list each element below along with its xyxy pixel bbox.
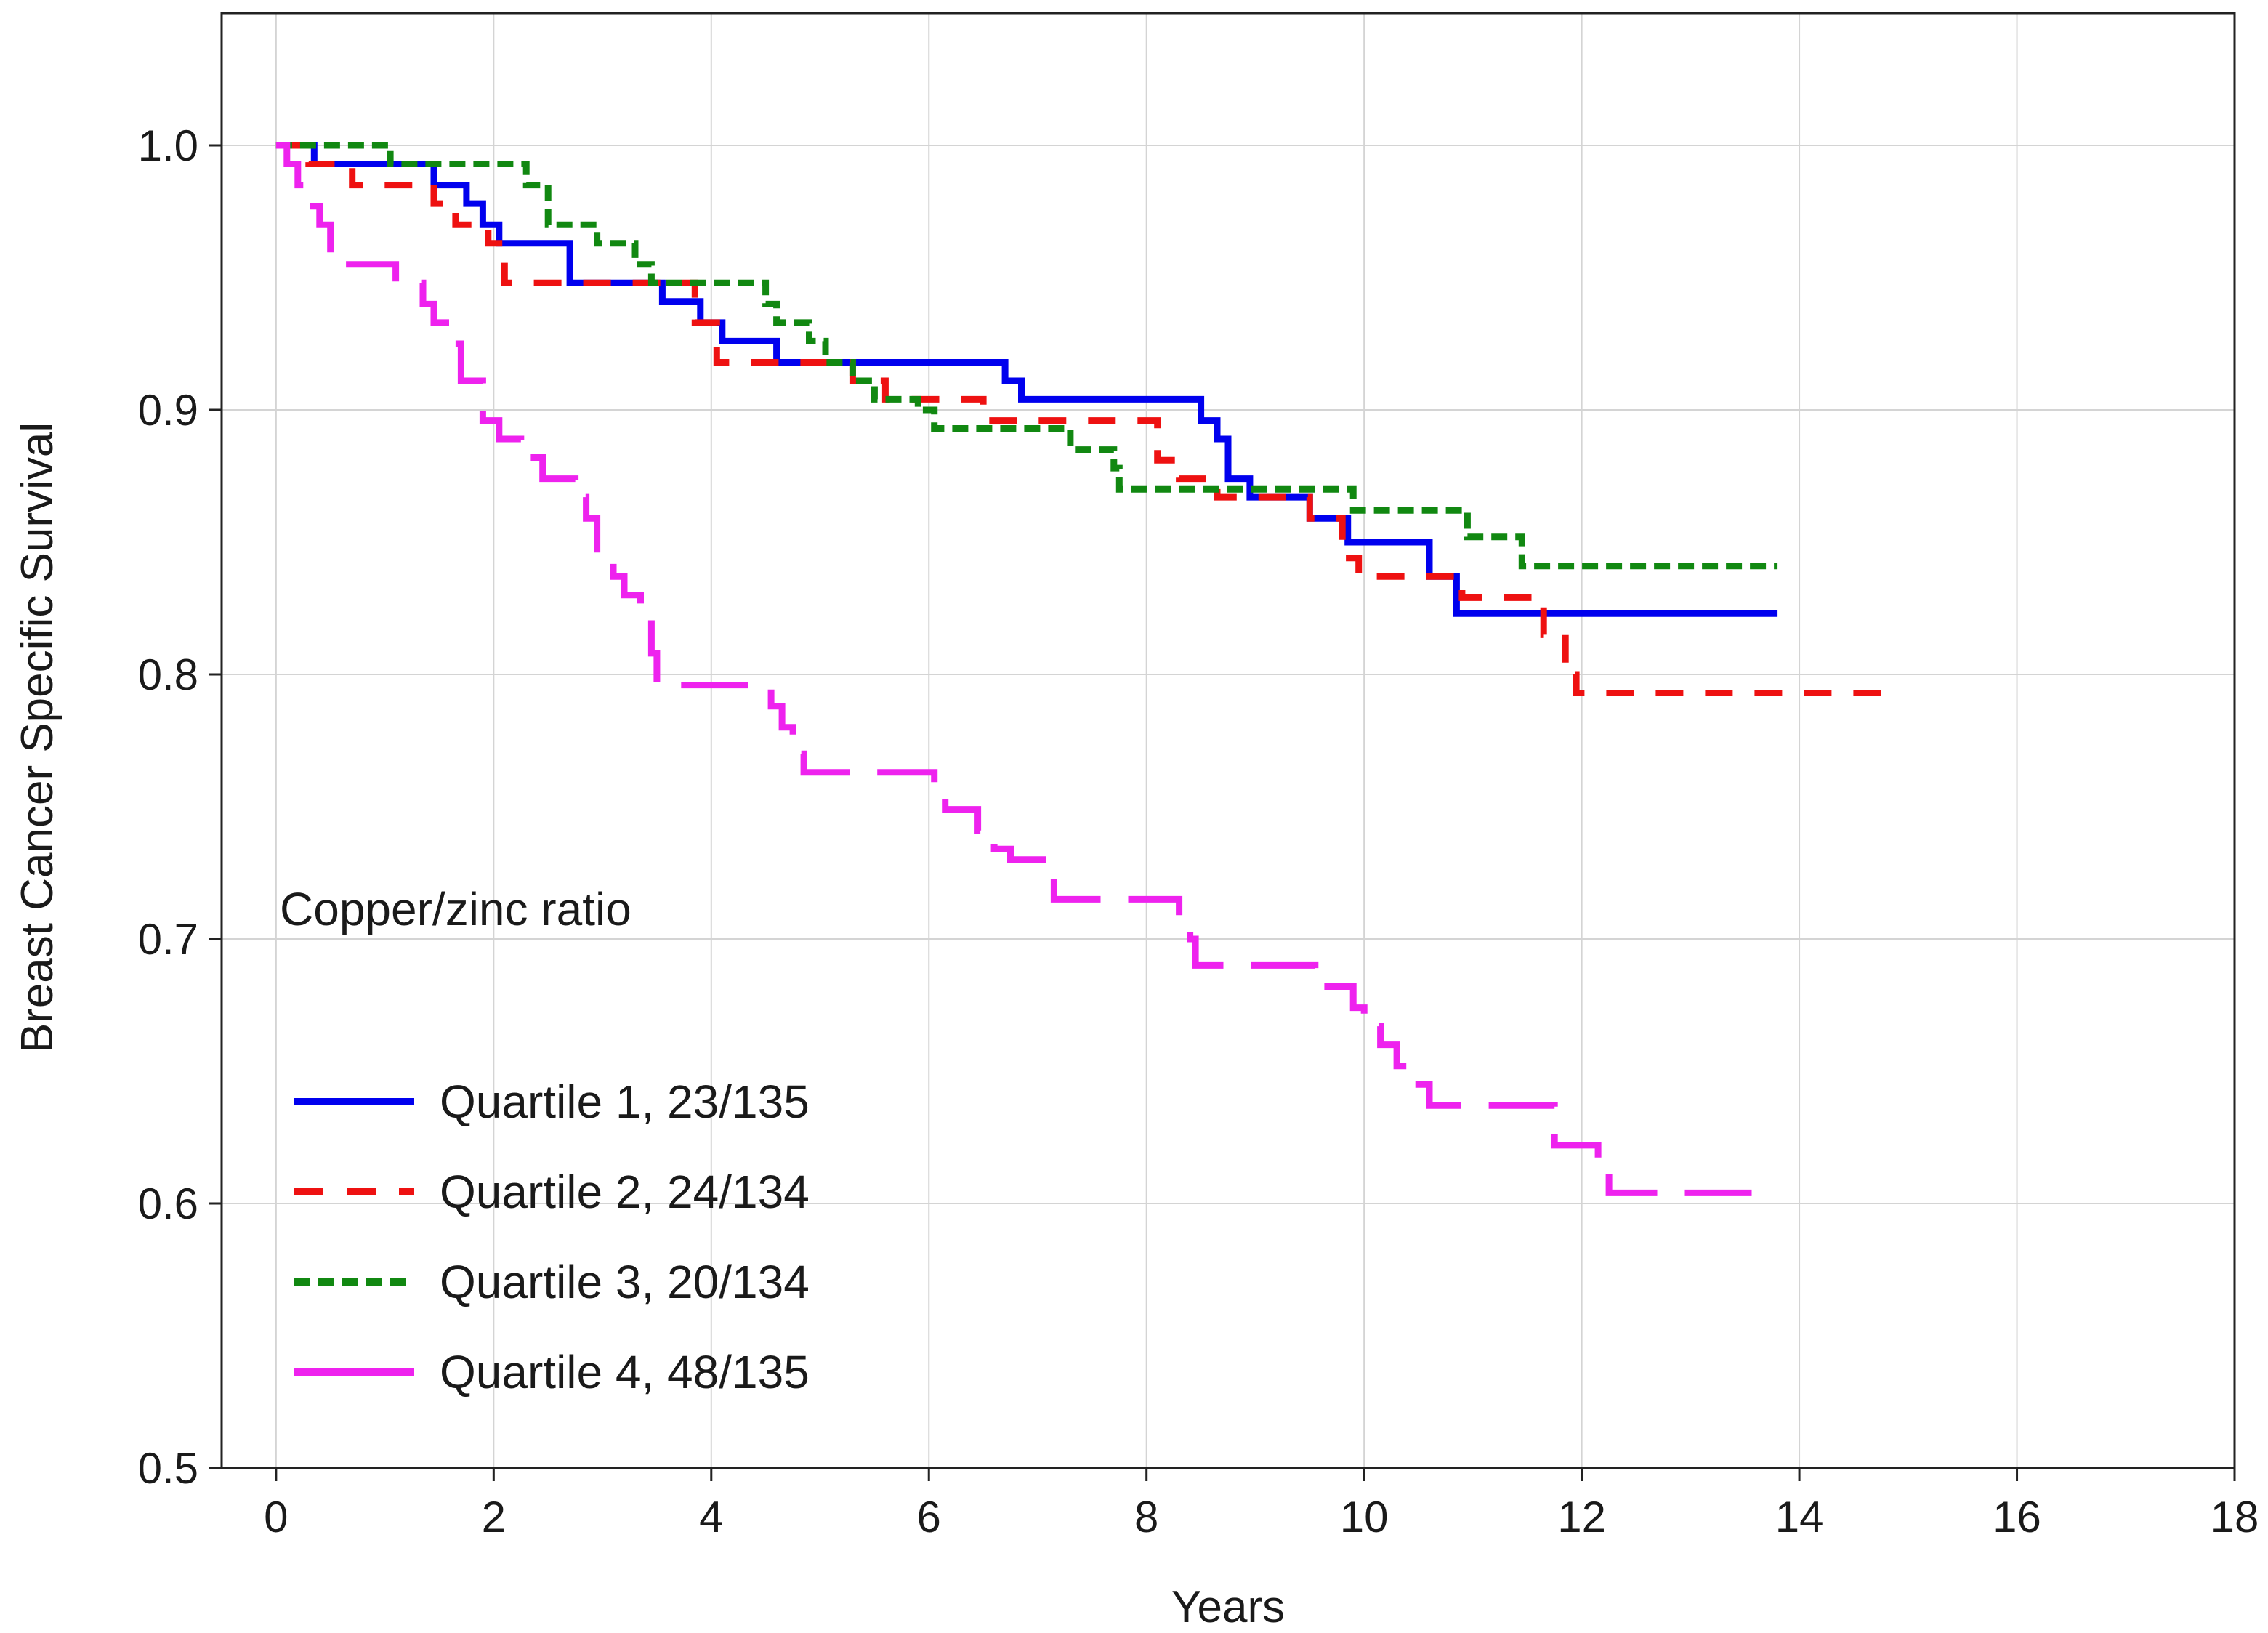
series-line-quartile-2 (275, 142, 1897, 696)
survival-curves (275, 142, 1897, 1196)
y-tick-label: 0.9 (138, 386, 198, 435)
y-tick-label: 1.0 (138, 121, 198, 170)
axis-ticks: 0 2 4 6 8 10 12 14 16 18 0.5 0.6 0.7 0.8 0.9 1.0 (138, 121, 2259, 1541)
legend-label-quartile-1: Quartile 1, 23/135 (440, 1076, 810, 1128)
y-tick-label: 0.7 (138, 915, 198, 964)
legend-label-quartile-4: Quartile 4, 48/135 (440, 1346, 810, 1398)
x-tick-label: 4 (699, 1493, 723, 1541)
x-tick-label: 6 (917, 1493, 941, 1541)
legend-label-quartile-2: Quartile 2, 24/134 (440, 1166, 810, 1218)
legend: Quartile 1, 23/135 Quartile 2, 24/134 Quar… (294, 1076, 810, 1398)
x-tick-label: 8 (1134, 1493, 1158, 1541)
x-axis-title: Years (1171, 1582, 1285, 1632)
plot-frame (220, 12, 2236, 1469)
y-tick-label: 0.5 (138, 1444, 198, 1493)
x-tick-label: 14 (1775, 1493, 1824, 1541)
series-line-quartile-4 (275, 142, 1778, 1196)
x-tick-label: 16 (1993, 1493, 2041, 1541)
series-line-quartile-3 (275, 142, 1778, 570)
legend-title: Copper/zinc ratio (280, 883, 631, 935)
x-tick-label: 12 (1557, 1493, 1606, 1541)
legend-label-quartile-3: Quartile 3, 20/134 (440, 1256, 810, 1308)
x-tick-label: 0 (264, 1493, 288, 1541)
x-tick-label: 18 (2211, 1493, 2259, 1541)
x-tick-label: 2 (482, 1493, 506, 1541)
y-tick-label: 0.6 (138, 1180, 198, 1228)
series-line-quartile-1 (275, 142, 1778, 617)
y-axis-title: Breast Cancer Specific Survival (12, 422, 62, 1053)
y-tick-label: 0.8 (138, 650, 198, 699)
x-tick-label: 10 (1340, 1493, 1389, 1541)
grid-lines (222, 13, 2235, 1469)
